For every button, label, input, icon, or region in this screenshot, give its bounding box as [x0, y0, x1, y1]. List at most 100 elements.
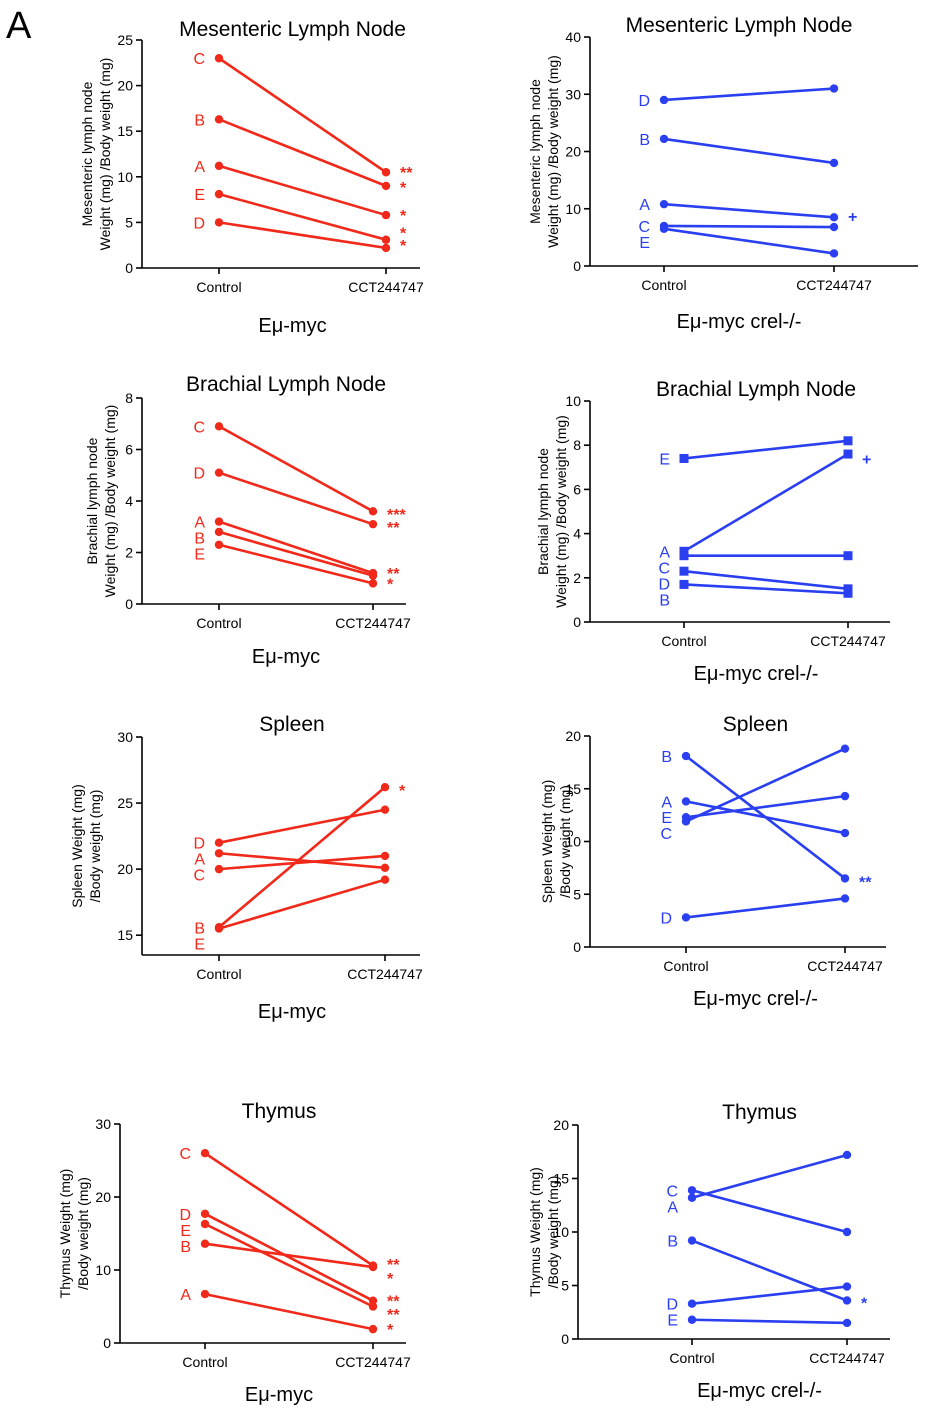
data-point — [840, 791, 850, 801]
y-tick-label: 40 — [565, 29, 581, 45]
mouse-label: C — [193, 51, 205, 68]
data-point — [843, 588, 853, 598]
x-tick-label: Control — [663, 958, 708, 974]
chart-2: Mesenteric Lymph Node 0 10 20 30 40 Control CCT… — [527, 14, 918, 333]
data-point — [840, 744, 850, 753]
x-tick-label: CCT244747 — [796, 277, 872, 293]
mouse-label: C — [193, 868, 205, 885]
mouse-label: C — [660, 826, 672, 843]
data-point — [380, 863, 390, 872]
chart-title: Spleen — [259, 713, 324, 736]
mouse-label: C — [193, 419, 205, 436]
data-point — [659, 134, 669, 144]
y-tick-label: 0 — [573, 614, 581, 630]
mouse-label: E — [639, 235, 650, 252]
series-D: D — [193, 805, 390, 853]
mouse-label: B — [194, 112, 205, 129]
x-tick-label: Control — [182, 1354, 227, 1370]
data-point — [843, 436, 853, 446]
y-axis-label: Weight (mg) /Body weight (mg) — [97, 58, 113, 251]
series-line — [685, 794, 846, 819]
mouse-label: A — [180, 1287, 191, 1304]
significance-marker: * — [400, 208, 407, 225]
mouse-label: A — [194, 159, 205, 176]
y-axis-label: Thymus Weight (mg) — [527, 1167, 543, 1297]
y-tick-label: 10 — [565, 201, 581, 217]
mouse-label: C — [638, 219, 650, 236]
y-tick-label: 25 — [117, 32, 133, 48]
series-B: B — [639, 132, 839, 168]
y-tick-label: 30 — [565, 86, 581, 102]
data-point — [687, 1186, 697, 1195]
series-C: C — [193, 851, 390, 885]
series-line — [685, 800, 846, 835]
data-point — [842, 1227, 852, 1237]
series-D: D — [666, 1282, 852, 1314]
series-E: E — [180, 1219, 378, 1311]
y-tick-label: 0 — [125, 260, 133, 276]
data-point — [842, 1150, 852, 1160]
y-axis-label: Thymus Weight (mg) — [57, 1169, 73, 1299]
data-point — [681, 913, 691, 922]
data-point — [214, 517, 224, 526]
chart-6: Spleen 0 5 10 15 20 Control CCT244747 Spleen Wei… — [539, 713, 886, 1010]
chart-title: Brachial Lymph Node — [186, 373, 386, 396]
mouse-label: E — [667, 1313, 678, 1330]
data-point — [214, 540, 224, 549]
series-line — [218, 471, 374, 526]
significance-marker: ** — [387, 566, 400, 583]
group-label: Eμ-myc — [252, 646, 320, 668]
y-tick-label: 5 — [573, 886, 581, 902]
y-tick-label: 5 — [561, 1278, 569, 1294]
mouse-label: D — [660, 910, 672, 927]
y-axis-label: Mesenteric lymph node — [527, 79, 543, 224]
series-E: E — [639, 224, 839, 258]
group-label: Eμ-myc — [258, 315, 326, 337]
significance-marker: * — [387, 576, 394, 593]
mouse-label: B — [194, 531, 205, 548]
significance-marker: ** — [387, 1257, 400, 1274]
series-E: E — [667, 1313, 852, 1330]
mouse-label: B — [194, 920, 205, 937]
y-tick-label: 4 — [573, 526, 581, 542]
data-point — [829, 84, 839, 93]
data-point — [368, 1296, 378, 1305]
series-line — [691, 1318, 848, 1325]
data-point — [214, 864, 224, 874]
chart-8: Thymus 0 5 10 15 20 Control CCT244747 Thymus Wei… — [527, 1101, 890, 1402]
group-label: Eμ-myc — [245, 1384, 313, 1406]
y-tick-label: 20 — [117, 78, 133, 94]
y-axis-label: Weight (mg) /Body weight (mg) — [545, 55, 561, 248]
significance-marker: * — [387, 1271, 394, 1288]
significance-marker: ** — [387, 1294, 400, 1311]
y-tick-label: 20 — [565, 144, 581, 160]
chart-title: Thymus — [722, 1101, 797, 1124]
data-point — [381, 210, 391, 220]
series-line — [204, 1222, 374, 1308]
data-point — [214, 54, 224, 63]
series-line — [218, 851, 386, 870]
y-tick-label: 0 — [573, 258, 581, 274]
y-tick-label: 20 — [95, 1189, 111, 1205]
mouse-label: B — [639, 132, 650, 149]
chart-title: Thymus — [242, 1100, 317, 1123]
mouse-label: E — [180, 1223, 191, 1240]
series-line — [691, 1153, 848, 1200]
data-point — [679, 579, 689, 589]
series-line — [218, 118, 387, 188]
y-tick-label: 10 — [117, 169, 133, 185]
y-axis-label: Brachial lymph node — [84, 437, 100, 564]
y-tick-label: 30 — [95, 1116, 111, 1132]
data-point — [679, 551, 689, 561]
mouse-label: A — [194, 852, 205, 869]
y-tick-label: 2 — [573, 570, 581, 586]
chart-title: Mesenteric Lymph Node — [626, 14, 853, 37]
series-A: A — [639, 197, 839, 222]
significance-marker: ** — [387, 1307, 400, 1324]
y-tick-label: 10 — [565, 834, 581, 850]
series-B: B — [194, 112, 391, 191]
data-point — [842, 1282, 852, 1291]
significance-marker: *** — [387, 507, 406, 524]
